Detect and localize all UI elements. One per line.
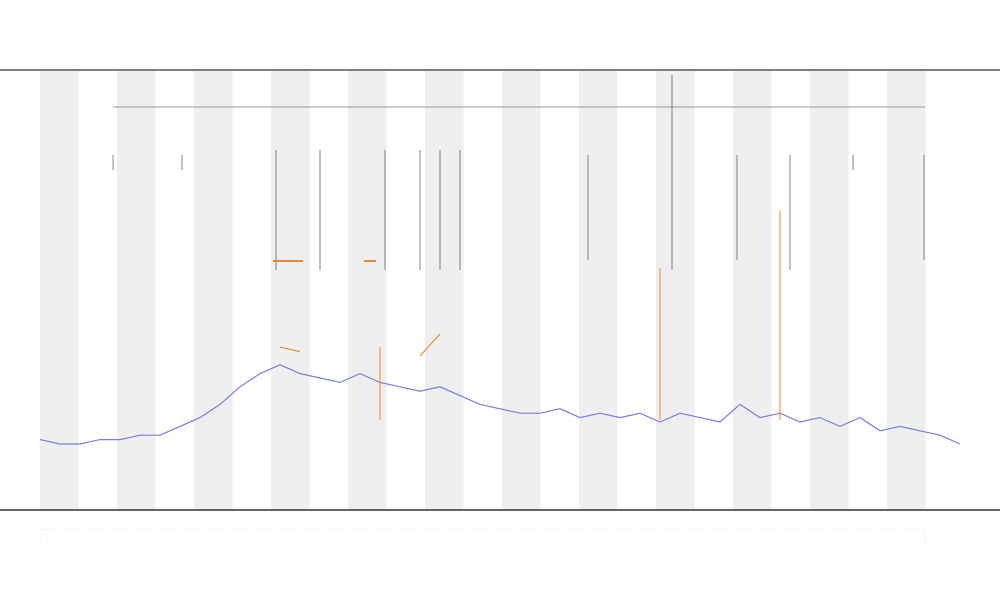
band: [502, 71, 541, 510]
tick-strip: [39, 529, 926, 545]
band: [579, 71, 618, 510]
band: [117, 71, 156, 510]
band: [348, 71, 387, 510]
x-tick-strip: [39, 529, 926, 545]
track-ticks: [112, 75, 925, 270]
band: [271, 71, 310, 510]
series-line: [419, 333, 441, 357]
series-line: [279, 346, 301, 353]
series-line: [39, 364, 961, 445]
band: [810, 71, 849, 510]
band: [40, 71, 79, 510]
band: [733, 71, 772, 510]
band: [656, 71, 695, 510]
bands: [40, 71, 926, 510]
band: [194, 71, 233, 510]
band: [887, 71, 926, 510]
band: [425, 71, 464, 510]
